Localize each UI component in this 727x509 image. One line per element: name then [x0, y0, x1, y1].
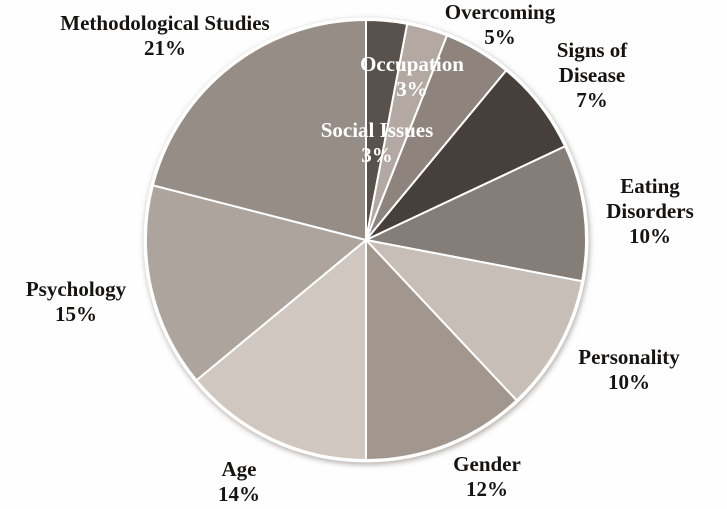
pie-slice-age[interactable]	[195, 239, 367, 461]
pie-slice-gender[interactable]	[365, 239, 518, 461]
pie-slice-personality[interactable]	[365, 239, 584, 402]
pie-slice-psychology[interactable]	[145, 184, 367, 382]
pie-slice-eating-disorders[interactable]	[365, 145, 587, 283]
pie-slice-methodological-studies[interactable]	[151, 19, 367, 241]
